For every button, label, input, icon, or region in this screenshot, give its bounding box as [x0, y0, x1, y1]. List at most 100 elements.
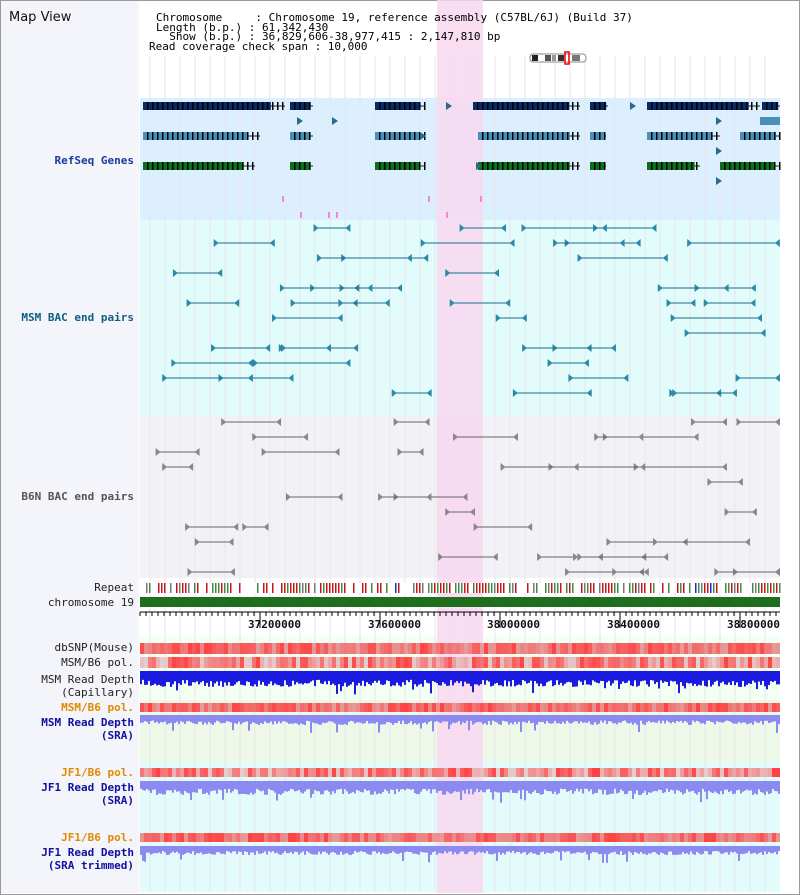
depth-bar	[654, 781, 656, 791]
heat-cell	[368, 833, 372, 842]
exon-tick	[527, 132, 529, 140]
depth-bar	[254, 846, 256, 855]
depth-bar	[344, 671, 346, 683]
heat-cell	[692, 657, 696, 668]
depth-bar	[492, 846, 494, 855]
depth-bar	[250, 846, 252, 853]
heat-cell	[208, 643, 212, 654]
heat-cell	[220, 768, 224, 777]
depth-bar	[152, 781, 154, 790]
exon-tick	[167, 102, 169, 110]
depth-bar	[708, 846, 710, 855]
depth-bar	[512, 846, 514, 851]
depth-bar	[718, 715, 720, 723]
depth-bar	[262, 781, 264, 791]
depth-bar	[408, 715, 410, 724]
heat-cell	[752, 703, 756, 712]
depth-bar	[606, 671, 608, 683]
heat-cell	[260, 657, 264, 668]
depth-bar	[590, 781, 592, 790]
heat-cell	[772, 768, 776, 777]
depth-bar	[696, 846, 698, 852]
track-label-b6n-bac[interactable]: B6N BAC end pairs	[21, 490, 134, 503]
heat-cell	[340, 703, 344, 712]
depth-bar	[316, 846, 318, 855]
heat-cell	[288, 768, 292, 777]
depth-bar	[158, 781, 160, 794]
exon-tick	[389, 102, 391, 110]
depth-bar	[610, 671, 612, 686]
depth-bar	[762, 715, 764, 725]
depth-bar	[316, 671, 318, 681]
repeat-element	[170, 583, 172, 593]
depth-bar	[644, 781, 646, 791]
depth-bar	[506, 781, 508, 793]
heat-cell	[424, 833, 428, 842]
depth-bar	[588, 781, 590, 792]
heat-cell	[256, 703, 260, 712]
gene-exon	[478, 162, 570, 170]
depth-bar	[686, 671, 688, 683]
depth-bar	[162, 846, 164, 852]
heat-cell	[220, 643, 224, 654]
exon-tick	[567, 162, 569, 170]
depth-bar	[276, 715, 278, 724]
depth-bar	[364, 715, 366, 724]
depth-bar	[722, 715, 724, 723]
depth-bar	[582, 846, 584, 853]
depth-bar	[250, 715, 252, 725]
depth-bar	[332, 781, 334, 792]
depth-bar	[742, 715, 744, 723]
depth-bar	[772, 715, 774, 722]
depth-bar	[680, 846, 682, 855]
depth-bar	[326, 715, 328, 723]
repeat-element	[281, 583, 283, 593]
heat-cell	[572, 768, 576, 777]
heat-cell	[636, 768, 640, 777]
track-label-refseq[interactable]: RefSeq Genes	[54, 154, 134, 167]
heat-cell	[312, 833, 316, 842]
heat-cell	[632, 768, 636, 777]
exon-tick	[651, 102, 653, 110]
heat-cell	[268, 657, 272, 668]
heat-cell	[596, 703, 600, 712]
depth-bar	[318, 715, 320, 725]
depth-bar	[676, 781, 678, 790]
depth-bar	[144, 671, 146, 685]
repeat-element	[551, 583, 553, 593]
depth-bar	[306, 715, 308, 721]
exon-tick	[756, 102, 758, 110]
depth-bar	[754, 715, 756, 722]
bac-end-marker	[640, 463, 646, 471]
heat-cell	[372, 833, 376, 842]
heat-cell	[384, 643, 388, 654]
depth-bar	[218, 671, 220, 686]
depth-bar	[622, 671, 624, 682]
depth-bar	[536, 846, 538, 855]
depth-bar	[230, 715, 232, 723]
depth-bar	[214, 846, 216, 855]
heat-cell	[396, 657, 400, 668]
depth-bar	[352, 671, 354, 682]
track-label-msm-bac[interactable]: MSM BAC end pairs	[21, 311, 134, 324]
depth-bar	[284, 781, 286, 792]
depth-bar	[672, 671, 674, 682]
depth-bar	[424, 781, 426, 789]
depth-bar	[182, 671, 184, 681]
exon-tick	[706, 102, 708, 110]
depth-bar	[288, 671, 290, 687]
depth-bar	[596, 781, 598, 793]
depth-bar	[324, 671, 326, 682]
repeat-element	[290, 583, 292, 593]
heat-cell	[552, 643, 556, 654]
depth-bar	[478, 715, 480, 722]
repeat-element	[704, 583, 706, 593]
depth-bar	[400, 781, 402, 790]
exon-tick	[272, 102, 274, 110]
heat-cell	[488, 703, 492, 712]
depth-bar	[310, 846, 312, 854]
heat-cell	[588, 768, 592, 777]
bac-end-marker	[527, 523, 533, 531]
depth-bar	[750, 781, 752, 791]
